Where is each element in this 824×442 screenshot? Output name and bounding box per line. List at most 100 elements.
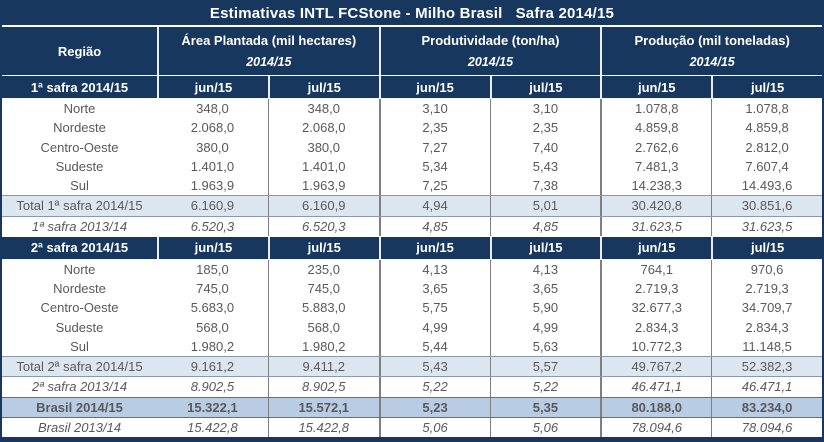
value-cell: 2.068,0 — [190, 120, 235, 136]
value-cell: 7,25 — [378, 176, 490, 196]
value-cell: 14.238,3 — [600, 176, 711, 196]
region-label-cell: Nordeste — [53, 120, 106, 136]
value-cell: 7,38 — [489, 176, 601, 196]
value-cell: 5,34 — [378, 156, 490, 176]
value-cell: 78.094,6 — [711, 417, 822, 437]
value-cell: 568,0 — [196, 319, 229, 335]
value-cell: 5,43 — [378, 357, 490, 377]
month-header-cell: jul/15 — [267, 76, 379, 98]
previous-season-row: 1ª safra 2013/14 6.520,3 6.520,3 4,85 4,85 31… — [2, 216, 822, 236]
region-label-cell: 1ª safra 2013/14 — [31, 218, 128, 234]
previous-season-row: 2ª safra 2013/14 8.902,5 8.902,5 5,22 5,22 46… — [2, 377, 822, 397]
value-cell: 7,27 — [378, 137, 490, 157]
value-cell: 5,01 — [489, 196, 601, 216]
value-cell: 2.762,6 — [600, 137, 711, 157]
value-cell: 6.520,3 — [267, 216, 379, 236]
table-title: Estimativas INTL FCStone - Milho Brasil … — [2, 2, 822, 27]
value-cell: 3,10 — [489, 99, 601, 119]
value-cell: 80.188,0 — [600, 397, 711, 417]
value-cell: 31.623,5 — [711, 216, 822, 236]
value-cell: 4,99 — [378, 317, 490, 337]
column-group-label: Área Plantada (mil hectares) — [181, 33, 357, 49]
value-cell: 1.980,2 — [267, 336, 379, 356]
value-cell: 6.160,9 — [267, 196, 379, 216]
value-cell: 11.148,5 — [711, 336, 822, 356]
region-label-cell: 2ª safra 2013/14 — [31, 379, 128, 395]
region-label-cell: Sul — [70, 178, 89, 194]
value-cell: 30.851,6 — [711, 196, 822, 216]
table-row: Sul 1.980,2 1.980,2 5,44 5,63 10.772,3 11.148,… — [2, 336, 822, 356]
table-row: Sul 1.963,9 1.963,9 7,25 7,38 14.238,3 14.493,… — [2, 176, 822, 196]
total-row: Total 2ª safra 2014/15 9.161,2 9.411,2 5,43… — [2, 356, 822, 378]
section-header-row: 1ª safra 2014/15 jun/15 jul/15 jun/15 jul/15… — [2, 75, 822, 99]
value-cell: 745,0 — [267, 279, 379, 299]
column-group-label: Produtividade (ton/ha) — [421, 33, 560, 49]
value-cell: 9.411,2 — [267, 357, 379, 377]
value-cell: 764,1 — [600, 259, 711, 279]
region-label-cell: Norte — [63, 101, 96, 117]
value-cell: 4,13 — [378, 259, 490, 279]
total-row: Total 1ª safra 2014/15 6.160,9 6.160,9 4,94… — [2, 195, 822, 217]
table-row: Centro-Oeste 380,0 380,0 7,27 7,40 2.762,6 2.8… — [2, 137, 822, 157]
value-cell: 380,0 — [267, 137, 379, 157]
value-cell: 1.963,9 — [190, 178, 235, 194]
value-cell: 5,23 — [378, 397, 490, 417]
value-cell: 4,13 — [489, 259, 601, 279]
month-header-cell: jun/15 — [157, 76, 268, 98]
value-cell: 15.322,1 — [187, 399, 238, 415]
section-label-cell: 2ª safra 2014/15 — [30, 240, 129, 256]
value-cell: 5,75 — [378, 298, 490, 318]
region-label-cell: Sul — [70, 338, 89, 354]
value-cell: 5,63 — [489, 336, 601, 356]
value-cell: 4,99 — [489, 317, 601, 337]
value-cell: 2,35 — [489, 118, 601, 138]
value-cell: 7,40 — [489, 137, 601, 157]
value-cell: 3,10 — [378, 99, 490, 119]
month-header-cell: jun/15 — [600, 236, 711, 259]
value-cell: 2.834,3 — [711, 317, 822, 337]
region-label-cell: Centro-Oeste — [40, 300, 119, 316]
value-cell: 3,65 — [489, 279, 601, 299]
value-cell: 15.422,8 — [187, 419, 238, 435]
month-header-cell: jul/15 — [711, 76, 822, 98]
value-cell: 5,43 — [489, 156, 601, 176]
value-cell: 78.094,6 — [600, 417, 711, 437]
value-cell: 83.234,0 — [711, 397, 822, 417]
value-cell: 15.422,8 — [267, 417, 379, 437]
value-cell: 8.902,5 — [190, 379, 235, 395]
region-label-cell: Sudeste — [55, 158, 104, 174]
value-cell: 2.719,3 — [600, 279, 711, 299]
value-cell: 34.709,7 — [711, 298, 822, 318]
value-cell: 2.834,3 — [600, 317, 711, 337]
column-group-season: 2014/15 — [246, 55, 292, 70]
value-cell: 1.401,0 — [190, 158, 235, 174]
column-group-season: 2014/15 — [467, 55, 514, 70]
value-cell: 5,06 — [378, 417, 490, 437]
month-header-cell: jun/15 — [378, 76, 490, 98]
value-cell: 5,22 — [378, 377, 490, 397]
value-cell: 4,94 — [378, 196, 490, 216]
region-label-cell: Norte — [63, 261, 96, 277]
section-header-row: 2ª safra 2014/15 jun/15 jul/15 jun/15 jul/15… — [2, 235, 822, 260]
value-cell: 5,35 — [489, 397, 601, 417]
value-cell: 970,6 — [711, 259, 822, 279]
table-row: Norte 185,0 235,0 4,13 4,13 764,1 970,6 — [2, 259, 822, 279]
value-cell: 348,0 — [196, 101, 229, 117]
region-label-cell: Total 1ª safra 2014/15 — [16, 198, 143, 214]
value-cell: 10.772,3 — [600, 336, 711, 356]
value-cell: 32.677,3 — [600, 298, 711, 318]
value-cell: 1.078,8 — [600, 99, 711, 119]
table-row: Nordeste 745,0 745,0 3,65 3,65 2.719,3 2.719,3 — [2, 279, 822, 299]
value-cell: 4.859,8 — [600, 118, 711, 138]
column-group-produtividade: Produtividade (ton/ha) 2014/15 — [378, 27, 601, 75]
value-cell: 52.382,3 — [711, 357, 822, 377]
table-row: Sudeste 1.401,0 1.401,0 5,34 5,43 7.481,3 7.60… — [2, 156, 822, 176]
table-row: Norte 348,0 348,0 3,10 3,10 1.078,8 1.078,8 — [2, 99, 822, 119]
value-cell: 6.160,9 — [190, 198, 235, 214]
month-header-cell: jul/15 — [489, 76, 601, 98]
table-row: Sudeste 568,0 568,0 4,99 4,99 2.834,3 2.834,3 — [2, 317, 822, 337]
value-cell: 2.068,0 — [267, 118, 379, 138]
previous-season-row: Brasil 2013/14 15.422,8 15.422,8 5,06 5,06 78… — [2, 417, 822, 437]
table-body: 1ª safra 2014/15 jun/15 jul/15 jun/15 jul/15… — [2, 75, 822, 437]
